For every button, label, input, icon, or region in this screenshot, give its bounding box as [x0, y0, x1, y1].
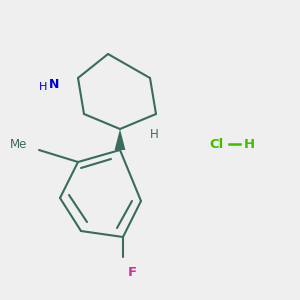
Text: H: H [243, 137, 255, 151]
Text: H: H [39, 82, 48, 92]
Text: H: H [150, 128, 159, 140]
Text: Cl: Cl [209, 137, 223, 151]
Polygon shape [115, 129, 125, 150]
Text: N: N [49, 77, 59, 91]
Text: Me: Me [10, 137, 27, 151]
Text: F: F [128, 266, 136, 278]
